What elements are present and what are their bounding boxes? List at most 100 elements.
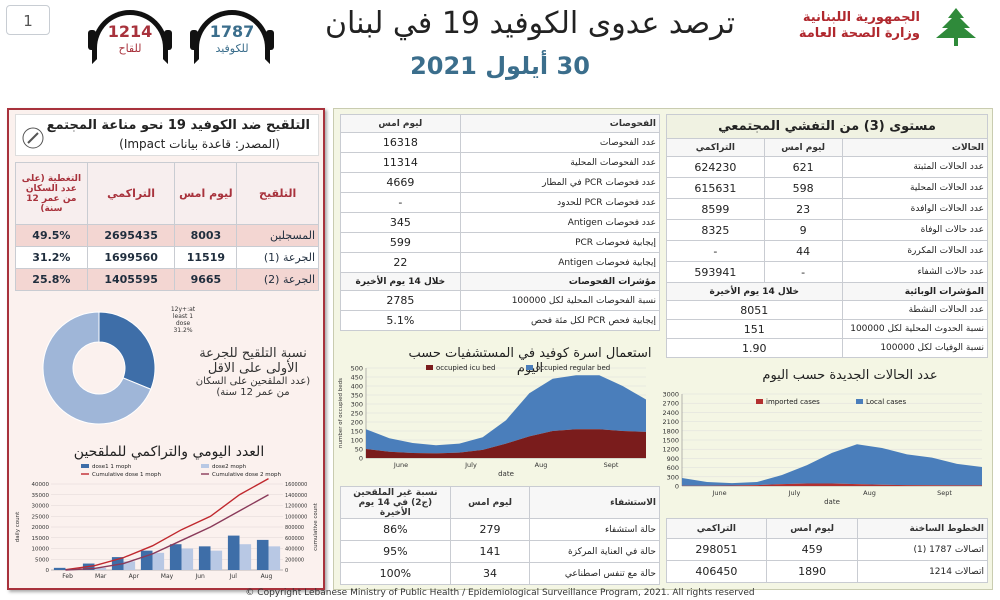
community-row-label: عدد حالات الشفاء — [841, 261, 988, 283]
legend-swatch — [526, 365, 533, 370]
table-row: عدد فحوصات PCR في المطار 4669 — [340, 172, 661, 193]
tests-row-label: عدد فحوصات PCR للحدود — [459, 192, 661, 213]
y-tick-label: 500 — [351, 365, 363, 373]
y2-tick-label: 800000 — [285, 525, 304, 531]
vacc-cumulative: 1699560 — [86, 246, 176, 269]
legend-label: dose2 moph — [212, 464, 247, 470]
community-yesterday: 44 — [763, 240, 843, 262]
donut-label-line: least 1 — [172, 313, 194, 320]
vacc-col-header: التلقيح — [236, 162, 319, 225]
y2-tick-label: 1600000 — [285, 482, 307, 488]
vacc-coverage: 49.5% — [15, 224, 88, 247]
table-row: حالة مع تنفس اصطناعي 34 100% — [340, 562, 660, 585]
series-area — [682, 483, 982, 486]
table-row: إيجابية فحوصات PCR 599 — [340, 232, 661, 253]
community-cumulative: 8325 — [666, 219, 765, 241]
legend-label: dose1 1 moph — [92, 464, 132, 470]
hospital-col-header: نسبة غير الملقحين (ج2) في 14 يوم الأخيرة — [340, 486, 451, 519]
covid-hotline-number: 1787 — [209, 22, 255, 41]
legend-swatch — [81, 464, 89, 468]
y-tick-label: 2100 — [662, 418, 679, 426]
bar — [140, 550, 153, 570]
table-row: عدد حالات الشفاء - 593941 — [666, 261, 988, 283]
legend-label: imported cases — [766, 398, 820, 406]
community-col-header: الحالات — [841, 138, 988, 157]
y-tick-label: 2700 — [662, 400, 679, 408]
hotline-row-label: اتصالات 1787 (1) — [857, 538, 988, 561]
indicator-value: 1.90 — [666, 338, 843, 358]
legend-label: occupied icu bed — [436, 364, 495, 372]
y2-tick-label: 0 — [285, 568, 288, 574]
hospital-unvaccinated: 95% — [340, 540, 451, 563]
tests-col-header: الفحوصات — [459, 114, 661, 133]
x-tick-label: May — [161, 573, 174, 580]
donut-caption-line: نسبة التلقيح للجرعة — [199, 346, 307, 361]
y-tick-label: 600 — [667, 464, 679, 472]
syringe-icon — [22, 127, 44, 149]
table-row: نسبة الفحوصات المحلية لكل 100000 2785 — [340, 290, 661, 311]
community-row-label: عدد الحالات المثبتة — [841, 156, 988, 178]
y-tick-label: 35000 — [32, 493, 50, 499]
ministry-line-1: الجمهورية اللبنانية — [802, 10, 920, 25]
x-tick-label: Jun — [194, 573, 205, 580]
tests-row-label: عدد الفحوصات — [459, 132, 661, 153]
hospital-row-label: حالة في العناية المركزة — [529, 540, 660, 563]
tests-value: 16318 — [340, 132, 461, 153]
indicator-label: نسبة الحدوث المحلية لكل 100000 — [841, 319, 988, 339]
y-tick-label: 1500 — [662, 437, 679, 445]
vacc-row-label: الجرعة (2) — [236, 268, 319, 291]
hospital-unvaccinated: 86% — [340, 518, 451, 541]
tests-value: 345 — [340, 212, 461, 233]
table-row: عدد الحالات المكررة 44 - — [666, 240, 988, 262]
community-cumulative: 593941 — [666, 261, 765, 283]
table-row: عدد الحالات النشطة 8051 — [666, 300, 988, 320]
tests-indicator-value: 2785 — [340, 290, 461, 311]
tests-indicator-label: إيجابية فحص PCR لكل مئة فحص — [459, 310, 661, 331]
x-tick-label: June — [393, 461, 408, 469]
vacc-coverage: 25.8% — [15, 268, 88, 291]
table-row: حالة في العناية المركزة 141 95% — [340, 540, 660, 563]
tests-indicators-period: خلال 14 يوم الأخيرة — [340, 272, 461, 291]
tests-indicators-label: مؤشرات الفحوصات — [459, 272, 661, 291]
community-row-label: عدد الحالات المحلية — [841, 177, 988, 199]
community-title: مستوى (3) من التفشي المجتمعي — [666, 114, 988, 139]
legend-swatch — [201, 464, 209, 468]
hotline-yesterday: 459 — [765, 538, 859, 561]
community-col-header: التراكمي — [666, 138, 765, 157]
indicator-value: 151 — [666, 319, 843, 339]
table-row: عدد فحوصات Antigen 345 — [340, 212, 661, 233]
y2-axis-label: cumulative count — [313, 502, 319, 551]
chart-title: العدد اليومي والتراكمي للملقحين — [73, 444, 265, 460]
y-tick-label: 25000 — [32, 514, 50, 520]
donut-slice — [98, 311, 156, 390]
bar — [210, 550, 223, 570]
ministry-line-2: وزارة الصحة العامة — [798, 26, 920, 41]
bar — [111, 557, 124, 570]
y-tick-label: 400 — [351, 383, 363, 391]
y2-tick-label: 1000000 — [285, 514, 307, 520]
donut-caption-line: (عدد الملقحين على السكان — [195, 376, 311, 387]
x-tick-label: Aug — [863, 489, 876, 497]
y-tick-label: 1800 — [662, 427, 679, 435]
hotline-cumulative: 406450 — [666, 560, 767, 583]
bar — [181, 548, 194, 570]
table-row: عدد الحالات المثبتة 621 624230 — [666, 156, 988, 178]
table-row: إيجابية فحص PCR لكل مئة فحص 5.1% — [340, 310, 661, 331]
tests-row-label: عدد فحوصات PCR في المطار — [459, 172, 661, 193]
table-row: الجرعة (2) 9665 1405595 25.8% — [15, 268, 319, 291]
indicator-label: نسبة الوفيات لكل 100000 — [841, 338, 988, 358]
y-tick-label: 10000 — [32, 547, 50, 553]
vaccination-title: التلقيح ضد الكوفيد 19 نحو مناعة المجتمع — [46, 118, 310, 133]
bar — [256, 539, 269, 570]
table-row: عدد الحالات الوافدة 23 8599 — [666, 198, 988, 220]
community-indicators-period: خلال 14 يوم الأخيرة — [666, 282, 843, 301]
community-yesterday: - — [763, 261, 843, 283]
community-cumulative: - — [666, 240, 765, 262]
community-row-label: عدد الحالات الوافدة — [841, 198, 988, 220]
table-row: الجرعة (1) 11519 1699560 31.2% — [15, 246, 319, 269]
y-tick-label: 3000 — [662, 391, 679, 399]
table-row: اتصالات 1787 (1) 459 298051 — [666, 538, 988, 561]
vacc-row-label: الجرعة (1) — [236, 246, 319, 269]
